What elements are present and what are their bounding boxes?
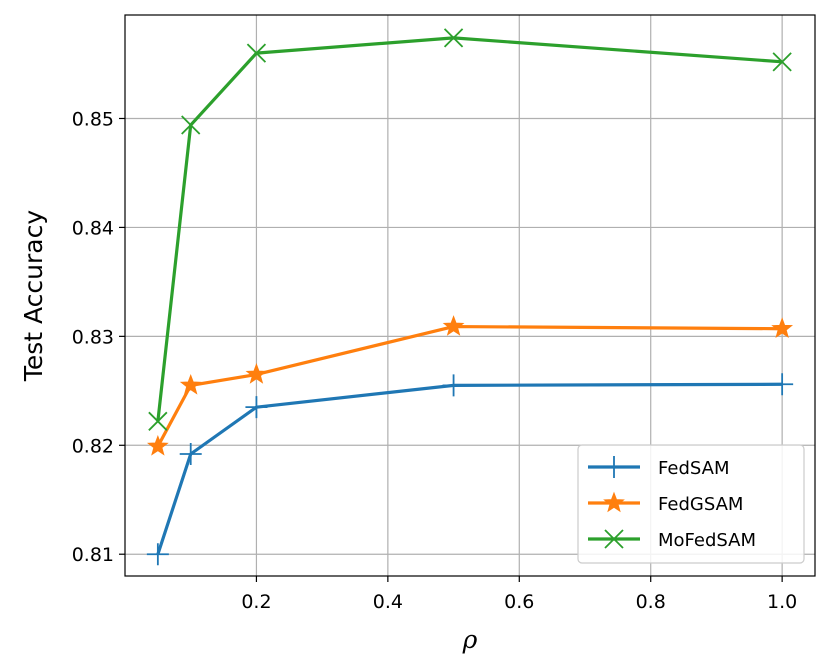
legend-marker-fedgsam bbox=[603, 491, 625, 513]
plot-frame bbox=[124, 14, 816, 577]
y-tick-label: 0.81 bbox=[72, 544, 114, 566]
series-fedgsam bbox=[146, 315, 794, 456]
series-line-mofedsam bbox=[156, 36, 783, 422]
data-point-mofedsam bbox=[181, 115, 201, 135]
data-point-fedgsam bbox=[245, 363, 268, 384]
x-tick-label: 0.2 bbox=[241, 591, 271, 613]
legend-item-fedsam: FedSAM bbox=[588, 456, 729, 479]
x-axis-label: ρ bbox=[462, 625, 478, 654]
data-point-fedgsam bbox=[179, 373, 202, 395]
legend-label: MoFedSAM bbox=[658, 530, 756, 551]
data-point-fedgsam bbox=[771, 317, 794, 338]
data-point-mofedsam bbox=[443, 28, 464, 48]
grid-lines bbox=[125, 15, 815, 576]
y-tick-label: 0.84 bbox=[72, 217, 114, 239]
data-point-fedgsam bbox=[146, 434, 169, 456]
x-tick-label: 0.8 bbox=[636, 591, 666, 613]
y-axis-ticks: 0.81 0.82 0.83 0.84 0.85 bbox=[72, 108, 125, 566]
y-axis-label: Test Accuracy bbox=[19, 210, 48, 383]
data-point-mofedsam bbox=[246, 43, 267, 63]
data-point-fedsam bbox=[442, 374, 465, 397]
legend-marker-mofedsam bbox=[604, 529, 624, 549]
x-tick-label: 0.4 bbox=[373, 591, 403, 613]
legend-label: FedSAM bbox=[658, 458, 729, 479]
legend-box bbox=[577, 444, 805, 564]
x-tick-label: 0.6 bbox=[504, 591, 534, 613]
data-point-fedsam bbox=[245, 396, 268, 419]
legend-marker-fedsam bbox=[603, 456, 625, 478]
x-tick-label: 1.0 bbox=[767, 591, 797, 613]
data-point-fedsam bbox=[146, 543, 169, 566]
series-mofedsam bbox=[148, 28, 792, 431]
legend-item-mofedsam: MoFedSAM bbox=[588, 529, 756, 551]
legend-label: FedGSAM bbox=[658, 494, 743, 515]
data-point-fedsam bbox=[771, 373, 794, 396]
y-tick-label: 0.85 bbox=[72, 108, 114, 130]
data-point-mofedsam bbox=[148, 411, 168, 431]
x-axis-ticks: 0.2 0.4 0.6 0.8 1.0 bbox=[241, 576, 797, 613]
legend-item-fedgsam: FedGSAM bbox=[588, 491, 743, 515]
data-point-fedgsam bbox=[442, 315, 465, 336]
legend: FedSAM FedGSAM MoFedSAM bbox=[577, 444, 805, 564]
data-point-mofedsam bbox=[772, 52, 792, 72]
series-fedsam bbox=[146, 373, 794, 566]
y-tick-label: 0.83 bbox=[72, 326, 114, 348]
data-point-fedsam bbox=[179, 442, 202, 465]
y-tick-label: 0.82 bbox=[72, 435, 114, 457]
series-layer bbox=[146, 28, 794, 566]
